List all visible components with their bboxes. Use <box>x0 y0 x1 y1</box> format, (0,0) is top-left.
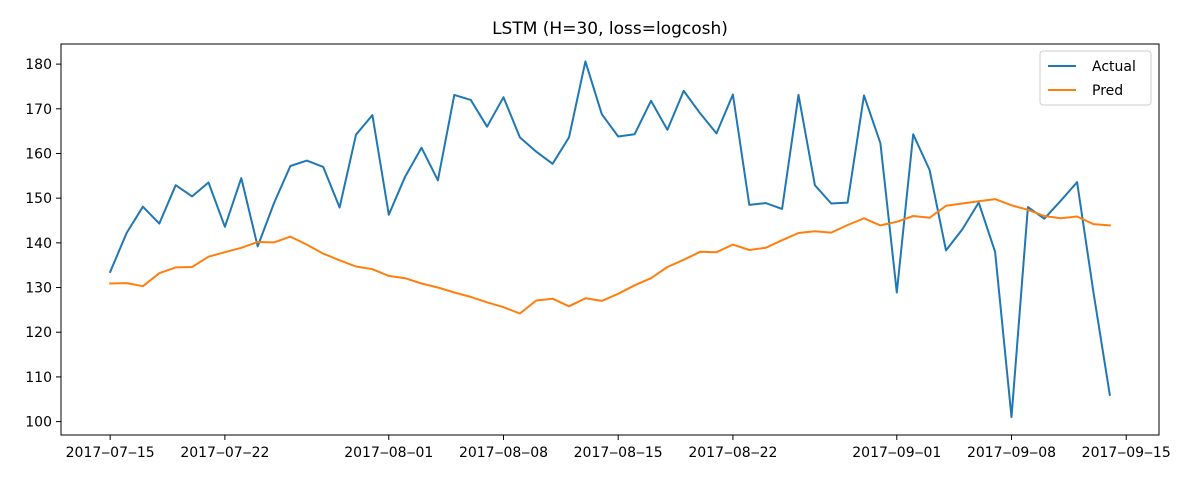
chart-title: LSTM (H=30, loss=logcosh) <box>492 19 728 39</box>
plot-area-frame <box>60 43 1160 436</box>
y-tick-label: 180 <box>25 57 52 73</box>
series-line-pred <box>109 198 1111 315</box>
y-tick-label: 120 <box>25 325 52 341</box>
x-tick-label: 2017‒08‒22 <box>688 445 777 461</box>
y-axis: 100 110 120 130 140 150 160 170 180 <box>25 57 61 431</box>
y-tick-label: 130 <box>25 281 52 297</box>
x-tick-label: 2017‒09‒01 <box>852 445 941 461</box>
series-line-actual <box>108 60 1111 419</box>
y-tick-label: 170 <box>25 102 52 118</box>
x-tick-label: 2017‒09‒08 <box>967 445 1056 461</box>
y-tick-label: 160 <box>25 146 52 162</box>
legend-label-pred: Pred <box>1092 83 1123 99</box>
x-tick-label: 2017‒07‒22 <box>180 445 269 461</box>
legend: Actual Pred <box>1039 50 1152 106</box>
x-tick-label: 2017‒09‒15 <box>1082 445 1171 461</box>
x-tick-label: 2017‒08‒01 <box>344 445 433 461</box>
y-tick-label: 140 <box>25 236 52 252</box>
y-tick-label: 110 <box>25 370 52 386</box>
series-layer <box>108 60 1111 419</box>
x-tick-label: 2017‒08‒08 <box>459 445 548 461</box>
x-axis: 2017‒07‒15 2017‒07‒22 2017‒08‒01 2017‒08‒08… <box>66 435 1171 461</box>
y-tick-label: 150 <box>25 191 52 207</box>
legend-frame <box>1039 50 1152 106</box>
y-tick-label: 100 <box>25 415 52 431</box>
legend-label-actual: Actual <box>1092 59 1136 75</box>
x-tick-label: 2017‒08‒15 <box>574 445 663 461</box>
x-tick-label: 2017‒07‒15 <box>66 445 155 461</box>
